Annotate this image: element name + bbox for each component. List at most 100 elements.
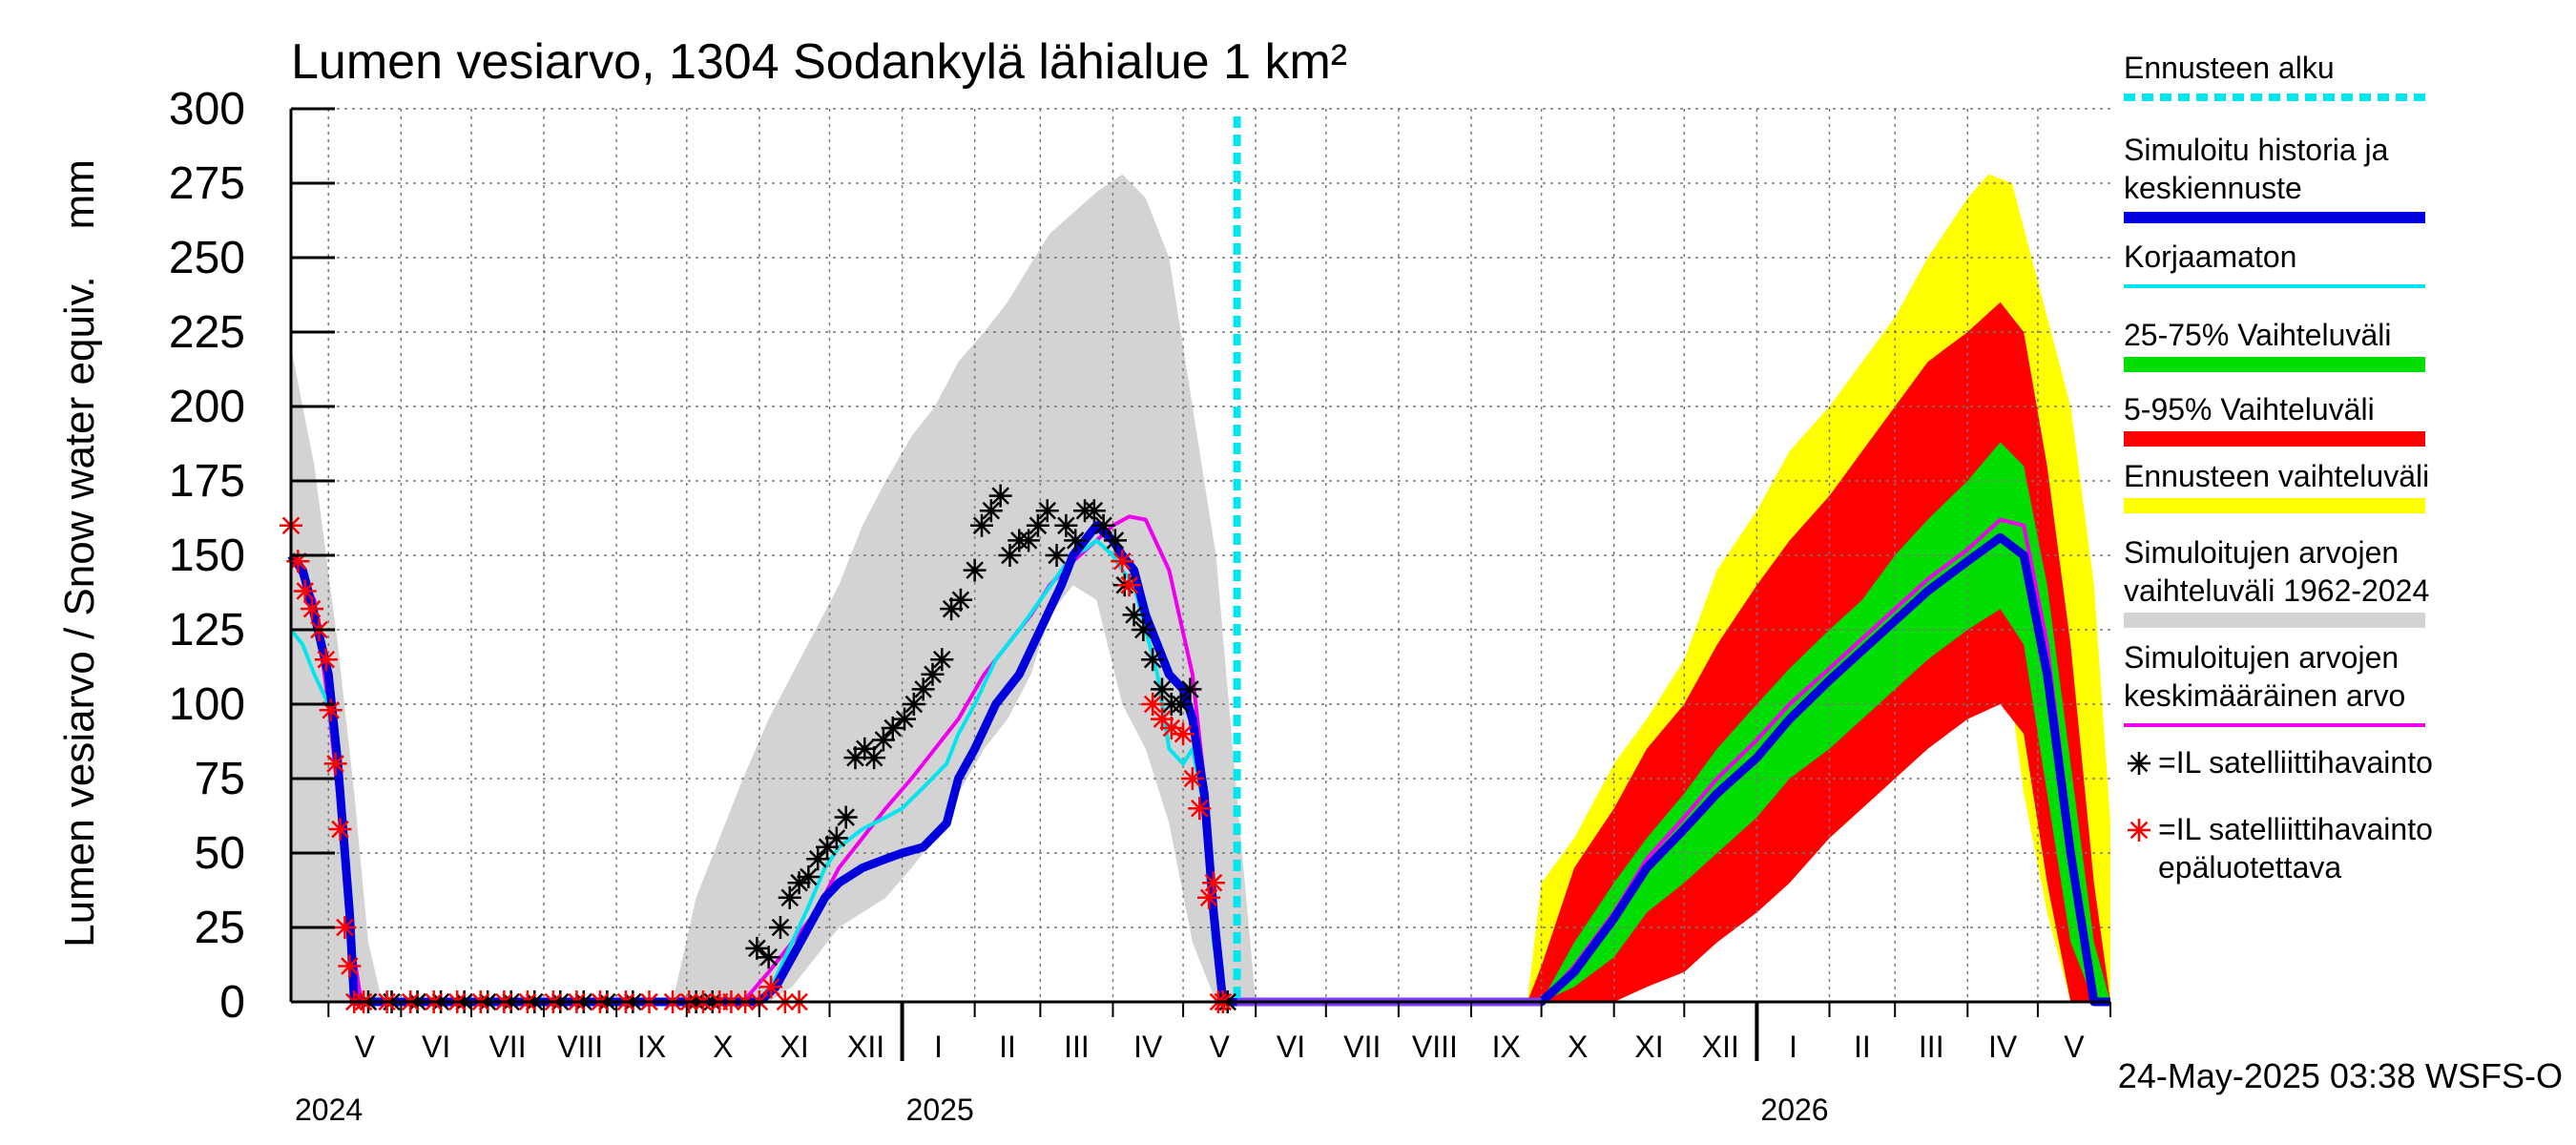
month-label: IV: [1988, 1030, 2018, 1064]
observation-marker: [806, 847, 830, 871]
unreliable-observation-marker: [1111, 550, 1134, 573]
observation-marker: [1054, 513, 1078, 537]
legend-swatch: [2124, 498, 2425, 513]
observation-marker: [998, 544, 1022, 567]
y-tick-label: 50: [195, 828, 245, 879]
month-label: X: [1568, 1030, 1588, 1064]
y-tick-label: 200: [169, 382, 245, 432]
legend-marker: [2128, 752, 2150, 775]
month-label: V: [355, 1030, 376, 1064]
legend-label: 5-95% Vaihteluväli: [2124, 392, 2375, 427]
unreliable-observation-marker: [293, 579, 317, 603]
legend-marker: [2128, 819, 2150, 842]
month-label: X: [713, 1030, 733, 1064]
observation-marker: [1082, 499, 1106, 523]
observation-marker: [911, 677, 935, 701]
observation-marker: [1169, 693, 1193, 716]
legend-label: Simuloitu historia ja keskiennuste: [2124, 133, 2389, 205]
month-label: XII: [847, 1030, 884, 1064]
y-tick-label: 275: [169, 158, 245, 209]
legend-swatch: [2124, 613, 2425, 628]
observation-marker: [1017, 529, 1041, 552]
p25-75-band: [1236, 442, 2110, 1002]
legend-label: Simuloitujen arvojen vaihteluväli 1962-20…: [2124, 535, 2429, 608]
observation-marker: [963, 558, 987, 582]
month-label: IV: [1133, 1030, 1163, 1064]
month-label: II: [1854, 1030, 1871, 1064]
legend-item: 5-95% Vaihteluväli: [2124, 392, 2425, 447]
year-label: 2024: [295, 1093, 363, 1127]
legend-item: Ennusteen alku: [2124, 51, 2425, 101]
observation-marker: [940, 597, 964, 621]
mean-line: [289, 514, 1223, 1004]
observation-marker: [797, 864, 821, 888]
legend-item: Simuloitujen arvojen keskimääräinen arvo: [2124, 640, 2425, 727]
unreliable-observation-marker: [338, 954, 362, 978]
legend-item: Korjaamaton: [2124, 239, 2425, 288]
observation-marker: [930, 648, 954, 672]
month-label: I: [934, 1030, 943, 1064]
y-tick-label: 300: [169, 84, 245, 135]
observation-marker: [862, 746, 886, 770]
month-label: IX: [637, 1030, 666, 1064]
observation-marker: [1103, 529, 1127, 552]
unreliable-observation-marker: [1141, 693, 1165, 716]
legend-label: Korjaamaton: [2124, 239, 2296, 274]
unreliable-observation-marker: [323, 752, 347, 776]
observation-marker: [1141, 648, 1165, 672]
observation-marker: [1132, 618, 1155, 641]
month-label: I: [1789, 1030, 1797, 1064]
month-label: III: [1064, 1030, 1090, 1064]
observation-marker: [745, 936, 769, 960]
unreliable-observation-marker: [1159, 716, 1183, 739]
y-tick-label: 150: [169, 531, 245, 581]
observation-marker: [948, 588, 972, 612]
unreliable-observation-marker: [1188, 797, 1212, 821]
observation-marker: [988, 484, 1012, 508]
legend-item: 25-75% Vaihteluväli: [2124, 318, 2425, 372]
observation-marker: [881, 716, 904, 739]
year-label: 2026: [1760, 1093, 1828, 1127]
month-label: VIII: [557, 1030, 603, 1064]
historical-range-band: [291, 174, 1257, 1003]
observation-marker: [778, 885, 801, 909]
unreliable-observation-marker: [1201, 871, 1225, 895]
unreliable-observation-marker: [759, 975, 783, 999]
y-tick-label: 250: [169, 233, 245, 283]
legend-label: Ennusteen vaihteluväli: [2124, 459, 2429, 493]
y-tick-label: 100: [169, 679, 245, 730]
legend-label: 25-75% Vaihteluväli: [2124, 318, 2391, 352]
month-label: VII: [488, 1030, 526, 1064]
y-tick-label: 175: [169, 456, 245, 507]
month-label: VI: [1277, 1030, 1305, 1064]
observation-marker: [921, 662, 945, 686]
observation-marker: [1064, 529, 1088, 552]
observation-marker: [970, 513, 994, 537]
y-axis-label: Lumen vesiarvo / Snow water equiv. mm: [56, 159, 103, 947]
month-label: V: [1209, 1030, 1230, 1064]
legend-label: =IL satelliittihavainto epäluotettava: [2158, 812, 2433, 885]
unreliable-observation-marker: [1172, 722, 1195, 746]
observation-marker: [768, 916, 792, 939]
unreliable-observation-marker: [301, 597, 324, 621]
month-label: VI: [422, 1030, 450, 1064]
legend-swatch: [2124, 431, 2425, 447]
y-tick-label: 225: [169, 307, 245, 358]
forecast-median-line: [1236, 532, 2110, 1007]
unreliable-observation-marker: [1180, 767, 1204, 790]
unreliable-observation-marker: [1117, 573, 1141, 597]
legend: Ennusteen alku Simuloitu historia ja keski…: [2124, 51, 2433, 885]
month-label: III: [1919, 1030, 1944, 1064]
observation-marker: [979, 499, 1003, 523]
legend-item: Simuloitu historia ja keskiennuste: [2124, 133, 2425, 223]
chart-title: Lumen vesiarvo, 1304 Sodankylä lähialue …: [291, 34, 1347, 90]
y-tick-label: 0: [219, 977, 245, 1028]
month-label: XI: [1634, 1030, 1663, 1064]
unreliable-observation-marker: [333, 916, 357, 939]
observation-marker: [1178, 677, 1202, 701]
observation-marker: [1026, 513, 1049, 537]
y-tick-label: 125: [169, 605, 245, 656]
month-label: IX: [1492, 1030, 1521, 1064]
